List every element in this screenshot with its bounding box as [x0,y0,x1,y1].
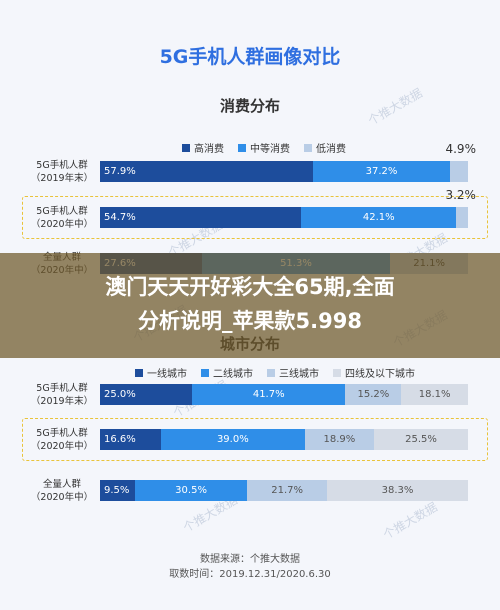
banner-line-1: 澳门天天开好彩大全65期,全面 [105,275,395,299]
row-label-line: （2020年中） [30,219,94,230]
data-label: 21.7% [271,485,303,496]
legend-item: 中等消费 [238,140,290,155]
row-label: 全量人群 （2020年中） [22,478,102,504]
row-label-line: （2020年中） [30,441,94,452]
bar-segment: 37.2% [313,161,450,182]
bar-segment: 9.5% [100,480,135,501]
data-label: 18.1% [418,389,451,400]
legend-swatch [182,143,190,152]
legend-label: 一线城市 [147,369,187,380]
data-label: 4.9% [445,142,476,156]
legend-swatch [201,368,209,377]
row-label: 5G手机人群 （2019年末） [22,382,102,408]
bar-segment: 25.0% [100,384,192,405]
row-label: 5G手机人群 （2020年中） [22,205,102,231]
stacked-bar: 9.5% 30.5% 21.7% 38.3% [100,480,468,501]
data-label: 18.9% [323,434,356,445]
bar-segment: 25.5% [374,429,468,450]
row-label: 5G手机人群 （2019年末） [22,159,102,185]
bar-segment: 18.1% [401,384,468,405]
row-label-line: 全量人群 [42,479,81,490]
legend-swatch [333,368,341,377]
bar-segment: 30.5% [134,480,248,501]
legend-label: 高消费 [194,144,224,155]
legend-swatch [135,368,143,377]
legend-label: 二线城市 [213,369,253,380]
row-label-line: （2019年末） [30,173,94,184]
bar-segment: 4.9% [445,142,476,182]
chart-legend: 一线城市 二线城市 三线城市 四线及以下城市 [135,365,429,380]
bar-segment: 57.9% [100,161,314,182]
row-label-line: 5G手机人群 [36,206,88,217]
legend-label: 中等消费 [250,144,290,155]
data-label: 25.5% [405,434,437,445]
bar-segment: 21.7% [247,480,328,501]
data-label: 3.2% [445,188,476,202]
data-label: 9.5% [104,485,130,496]
row-label-line: 5G手机人群 [36,160,88,171]
legend-swatch [304,143,312,152]
stacked-bar: 54.7% 42.1% 3.2% [100,188,476,228]
bar-segment: 15.2% [345,384,402,405]
row-label-line: （2020年中） [30,492,94,503]
bar-segment: 16.6% [100,429,162,450]
row-label-line: （2019年末） [30,396,94,407]
row-label-line: 5G手机人群 [36,383,88,394]
bar-segment: 39.0% [161,429,305,450]
page-title: 5G手机人群画像对比 [159,46,341,68]
data-label: 15.2% [357,389,390,400]
data-source: 数据来源：个推大数据 [200,554,300,565]
bar-segment: 42.1% [301,207,457,228]
data-label: 54.7% [104,212,136,223]
data-label: 38.3% [381,485,414,496]
stacked-bar: 25.0% 41.7% 15.2% 18.1% [100,384,468,405]
data-label: 57.9% [104,166,136,177]
chart-title: 消费分布 [219,97,280,115]
stacked-bar: 57.9% 37.2% 4.9% [100,142,476,182]
legend-item: 三线城市 [267,365,319,380]
bar-segment: 54.7% [100,207,302,228]
data-label: 16.6% [104,434,136,445]
data-label: 25.0% [104,389,136,400]
data-label: 30.5% [175,485,207,496]
banner-text: 澳门天天开好彩大全65期,全面 分析说明_苹果款5.998 [0,270,500,338]
highlight-box [22,418,488,461]
bar-segment: 38.3% [327,480,468,501]
legend-item: 二线城市 [201,365,253,380]
data-label: 39.0% [216,434,249,445]
legend-label: 低消费 [316,144,346,155]
banner-line-2: 分析说明_苹果款5.998 [138,309,362,333]
legend-item: 高消费 [182,140,224,155]
data-label: 41.7% [252,389,285,400]
legend-label: 三线城市 [279,369,319,380]
data-label: 37.2% [365,166,398,177]
bar-segment: 18.9% [304,429,375,450]
legend-item: 四线及以下城市 [333,365,415,380]
watermark-text: 个推大数据 [380,499,440,542]
row-label: 5G手机人群 （2020年中） [22,427,102,453]
data-label: 42.1% [362,212,395,223]
legend-item: 一线城市 [135,365,187,380]
bar-segment: 3.2% [445,188,476,228]
row-label-line: 5G手机人群 [36,428,88,439]
legend-swatch [238,143,246,152]
bar-segment: 41.7% [192,384,346,405]
chart-legend: 高消费 中等消费 低消费 [182,140,360,155]
legend-item: 低消费 [304,140,346,155]
legend-label: 四线及以下城市 [345,369,415,380]
stacked-bar: 16.6% 39.0% 18.9% 25.5% [100,429,468,450]
banner-overlay [0,253,500,358]
data-period: 取数时间：2019.12.31/2020.6.30 [169,569,331,580]
highlight-box [22,196,488,239]
footer: 数据来源：个推大数据 取数时间：2019.12.31/2020.6.30 [0,552,500,582]
legend-swatch [267,368,275,377]
